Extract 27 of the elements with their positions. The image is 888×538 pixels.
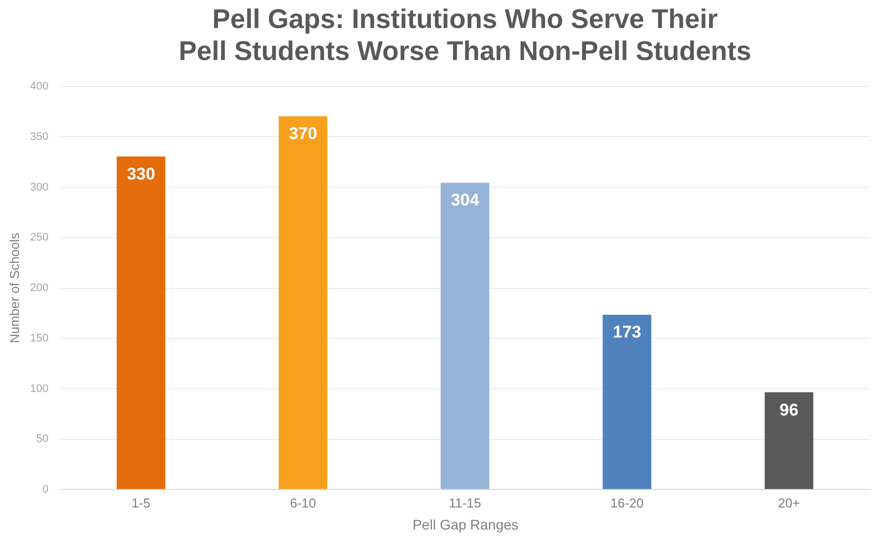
bar	[764, 392, 814, 489]
data-label: 330	[126, 164, 156, 184]
chart-title: Pell Gaps: Institutions Who Serve Their Pell Students Worse Than Non-Pell Students	[178, 4, 752, 66]
y-tick-label: 150	[30, 332, 48, 344]
y-tick-label: 250	[30, 232, 48, 244]
data-label: 173	[612, 322, 642, 342]
data-label: 370	[288, 124, 318, 144]
bar	[278, 116, 328, 489]
data-label: 304	[450, 190, 480, 210]
y-tick-label: 200	[30, 282, 48, 294]
x-tick-label: 6-10	[290, 496, 316, 510]
x-tick-label: 16-20	[610, 496, 644, 510]
y-tick-label: 100	[30, 382, 48, 395]
x-tick-label: 11-15	[448, 496, 482, 510]
y-tick-label: 0	[42, 484, 48, 496]
bar	[440, 182, 490, 489]
x-axis-title: Pell Gap Ranges	[412, 516, 518, 532]
y-tick-label: 350	[30, 130, 48, 143]
y-tick-label: 50	[36, 433, 48, 446]
data-label: 96	[780, 400, 798, 420]
bar	[116, 156, 166, 489]
y-axis-title: Number of Schools	[7, 232, 22, 344]
x-tick-label: 1-5	[132, 496, 150, 510]
x-tick-label: 20+	[778, 496, 800, 510]
y-tick-label: 400	[30, 80, 48, 92]
y-tick-label: 300	[30, 181, 48, 194]
bar	[602, 314, 652, 489]
